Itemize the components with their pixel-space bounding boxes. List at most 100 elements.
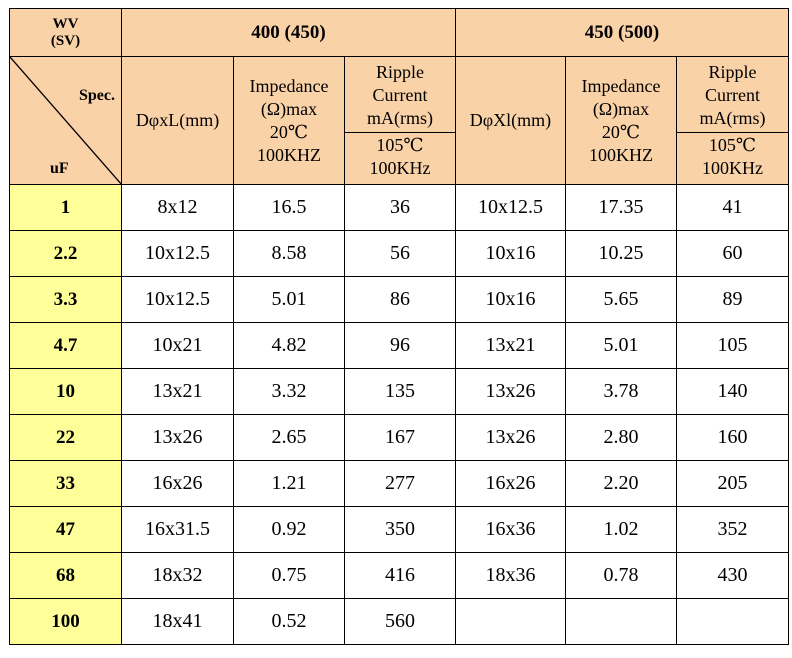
value-cell: 16x36 xyxy=(455,506,566,553)
capacitance-cell: 10 xyxy=(9,368,122,415)
uf-label: uF xyxy=(50,160,69,177)
ripple-header-2: Ripple Current mA(rms) 105℃ 100KHz xyxy=(676,56,789,185)
value-cell: 430 xyxy=(676,552,789,599)
value-cell: 0.78 xyxy=(565,552,677,599)
table-row: 100 18x41 0.52 560 xyxy=(9,598,789,645)
value-cell: 5.65 xyxy=(565,276,677,323)
value-cell: 3.78 xyxy=(565,368,677,415)
impedance-header-1: Impedance (Ω)max 20℃ 100KHZ xyxy=(233,56,345,185)
capacitance-cell: 3.3 xyxy=(9,276,122,323)
capacitance-cell: 100 xyxy=(9,598,122,645)
impedance-header-2: Impedance (Ω)max 20℃ 100KHZ xyxy=(565,56,677,185)
value-cell: 16.5 xyxy=(233,184,345,231)
table-row: 4.7 10x21 4.82 96 13x21 5.01 105 xyxy=(9,322,789,369)
rip-line3: mA(rms) xyxy=(699,108,766,128)
value-cell: 89 xyxy=(676,276,789,323)
value-cell: 560 xyxy=(344,598,456,645)
value-cell: 1.21 xyxy=(233,460,345,507)
capacitance-cell: 68 xyxy=(9,552,122,599)
imp-line1: Impedance xyxy=(249,75,329,96)
table-row: 2.2 10x12.5 8.58 56 10x16 10.25 60 xyxy=(9,230,789,277)
value-cell: 140 xyxy=(676,368,789,415)
imp-line1: Impedance xyxy=(581,75,661,96)
diagonal-divider xyxy=(10,57,122,185)
imp-line2: (Ω)max xyxy=(592,98,650,119)
value-cell: 0.52 xyxy=(233,598,345,645)
table-row: 22 13x26 2.65 167 13x26 2.80 160 xyxy=(9,414,789,461)
value-cell: 135 xyxy=(344,368,456,415)
value-cell: 18x36 xyxy=(455,552,566,599)
value-cell: 0.92 xyxy=(233,506,345,553)
rip-line4: 105℃ xyxy=(708,135,757,155)
value-cell: 160 xyxy=(676,414,789,461)
rip-line1: Ripple xyxy=(708,62,757,82)
table-row: 3.3 10x12.5 5.01 86 10x16 5.65 89 xyxy=(9,276,789,323)
table-row: 68 18x32 0.75 416 18x36 0.78 430 xyxy=(9,552,789,599)
value-cell: 10.25 xyxy=(565,230,677,277)
capacitance-cell: 2.2 xyxy=(9,230,122,277)
value-cell: 5.01 xyxy=(565,322,677,369)
value-cell: 8x12 xyxy=(121,184,234,231)
capacitance-cell: 33 xyxy=(9,460,122,507)
imp-line3: 20℃ xyxy=(269,121,309,142)
table-row: 10 13x21 3.32 135 13x26 3.78 140 xyxy=(9,368,789,415)
value-cell xyxy=(455,598,566,645)
rip-line1: Ripple xyxy=(376,62,424,82)
capacitor-spec-table: WV (SV) 400 (450) 450 (500) Spec. uF Dφx… xyxy=(9,8,789,645)
size-header-2: DφXl(mm) xyxy=(455,56,566,185)
sv-label: (SV) xyxy=(50,32,81,49)
value-cell: 277 xyxy=(344,460,456,507)
value-cell: 8.58 xyxy=(233,230,345,277)
value-cell: 13x26 xyxy=(121,414,234,461)
capacitance-cell: 1 xyxy=(9,184,122,231)
table-row: 1 8x12 16.5 36 10x12.5 17.35 41 xyxy=(9,184,789,231)
value-cell: 352 xyxy=(676,506,789,553)
value-cell: 10x12.5 xyxy=(121,230,234,277)
value-cell xyxy=(565,598,677,645)
value-cell: 16x26 xyxy=(455,460,566,507)
value-cell: 16x31.5 xyxy=(121,506,234,553)
value-cell: 5.01 xyxy=(233,276,345,323)
value-cell: 60 xyxy=(676,230,789,277)
table-body: 1 8x12 16.5 36 10x12.5 17.35 41 2.2 10x12.5 8.58 5… xyxy=(9,184,789,645)
table-row: 33 16x26 1.21 277 16x26 2.20 205 xyxy=(9,460,789,507)
value-cell: 13x26 xyxy=(455,414,566,461)
value-cell: 2.80 xyxy=(565,414,677,461)
value-cell: 13x21 xyxy=(455,322,566,369)
value-cell: 18x41 xyxy=(121,598,234,645)
value-cell: 167 xyxy=(344,414,456,461)
value-cell: 2.65 xyxy=(233,414,345,461)
wv-label: WV xyxy=(52,15,79,32)
value-cell: 105 xyxy=(676,322,789,369)
rip-line5: 100KHz xyxy=(369,158,431,178)
value-cell: 2.20 xyxy=(565,460,677,507)
value-cell: 56 xyxy=(344,230,456,277)
size-header-1: DφxL(mm) xyxy=(121,56,234,185)
rip-line2: Current xyxy=(705,85,760,105)
value-cell: 10x16 xyxy=(455,276,566,323)
wv-header-cell: WV (SV) xyxy=(9,8,122,57)
value-cell: 86 xyxy=(344,276,456,323)
value-cell: 0.75 xyxy=(233,552,345,599)
imp-line2: (Ω)max xyxy=(260,98,318,119)
value-cell: 416 xyxy=(344,552,456,599)
value-cell: 3.32 xyxy=(233,368,345,415)
imp-line3: 20℃ xyxy=(601,121,641,142)
value-cell: 10x16 xyxy=(455,230,566,277)
imp-line4: 100KHZ xyxy=(257,144,321,165)
spec-label: Spec. xyxy=(79,87,115,104)
spec-uf-header-cell: Spec. uF xyxy=(9,56,122,185)
value-cell: 96 xyxy=(344,322,456,369)
value-cell: 350 xyxy=(344,506,456,553)
value-cell: 10x21 xyxy=(121,322,234,369)
rip-line3: mA(rms) xyxy=(367,108,433,128)
value-cell: 17.35 xyxy=(565,184,677,231)
rip-line5: 100KHz xyxy=(702,158,763,178)
value-cell: 16x26 xyxy=(121,460,234,507)
value-cell: 18x32 xyxy=(121,552,234,599)
value-cell: 4.82 xyxy=(233,322,345,369)
capacitance-cell: 47 xyxy=(9,506,122,553)
value-cell: 1.02 xyxy=(565,506,677,553)
value-cell: 36 xyxy=(344,184,456,231)
value-cell: 13x26 xyxy=(455,368,566,415)
